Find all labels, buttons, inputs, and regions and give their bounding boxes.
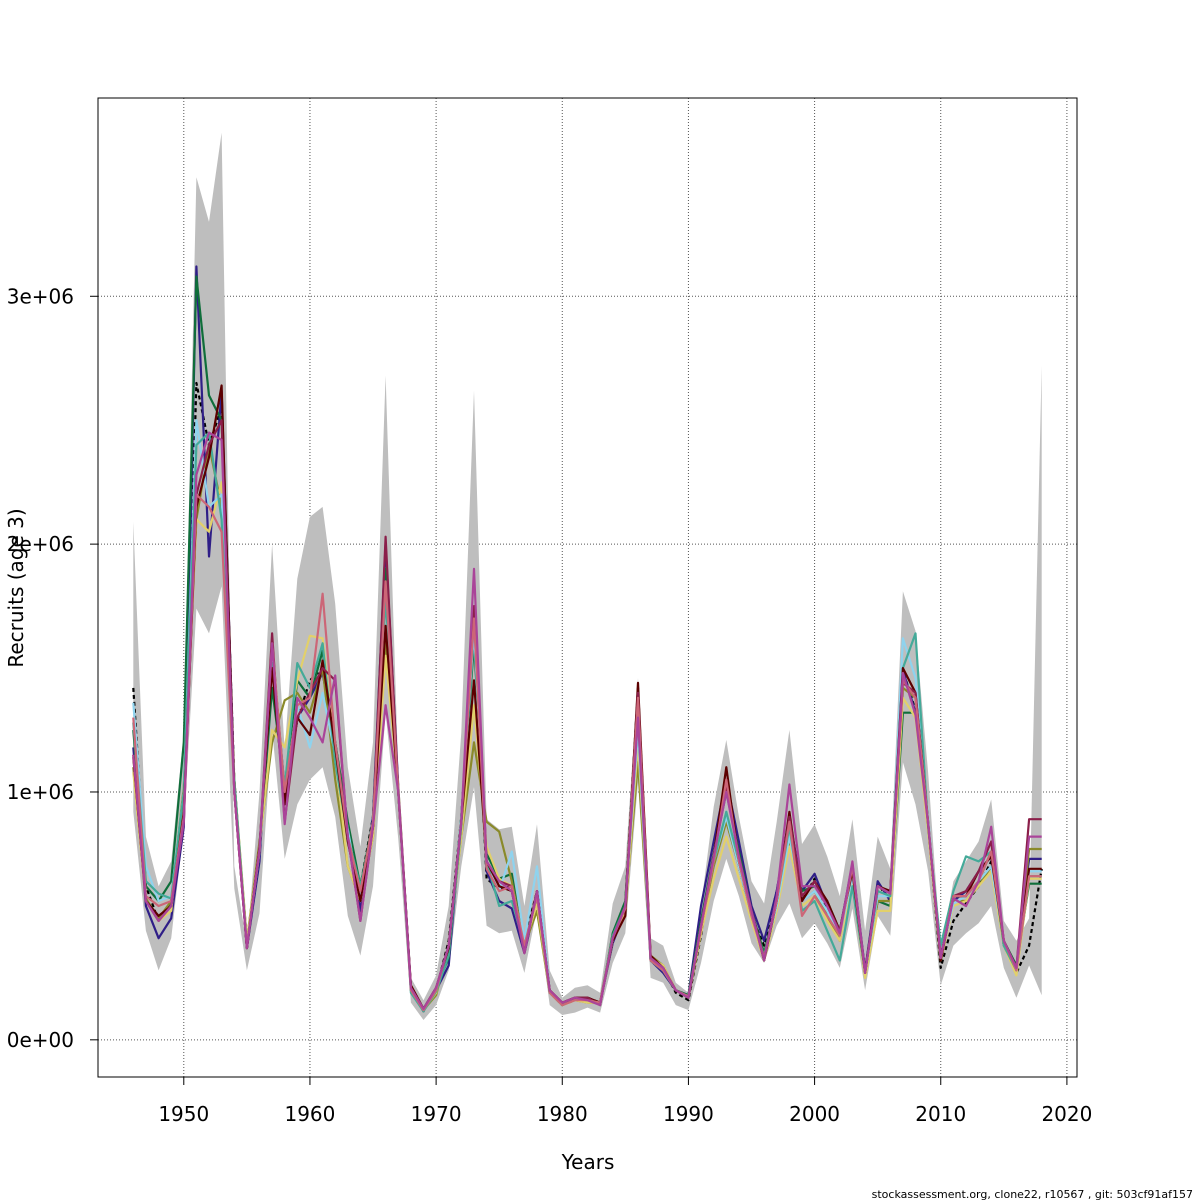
x-tick-label: 2020 — [1041, 1102, 1092, 1126]
confidence-band-area — [133, 132, 1042, 1020]
y-tick-label: 2e+06 — [7, 532, 74, 556]
series-lines — [132, 265, 1043, 1013]
footer-note: stockassessment.org, clone22, r10567 , g… — [872, 1188, 1193, 1200]
y-tick-label: 0e+00 — [7, 1028, 74, 1052]
x-axis: 1950 1960 1970 1980 1990 2000 2010 2020 — [158, 1077, 1092, 1126]
x-tick-label: 1950 — [158, 1102, 209, 1126]
x-axis-title: Years — [561, 1150, 615, 1174]
x-tick-label: 2000 — [789, 1102, 840, 1126]
series-line-11 — [132, 431, 1042, 1010]
x-tick-label: 1970 — [411, 1102, 462, 1126]
series-line-5 — [132, 481, 1042, 1012]
x-tick-label: 1960 — [284, 1102, 335, 1126]
plot-frame — [97, 97, 1078, 1078]
y-axis: 0e+00 1e+06 2e+06 3e+06 — [7, 284, 98, 1052]
x-tick-label: 1980 — [537, 1102, 588, 1126]
y-tick-label: 3e+06 — [7, 284, 74, 308]
x-tick-label: 1990 — [663, 1102, 714, 1126]
y-axis-title: Recruits (age 3) — [4, 508, 28, 667]
confidence-band — [133, 132, 1042, 1020]
y-tick-label: 1e+06 — [7, 780, 74, 804]
x-tick-label: 2010 — [915, 1102, 966, 1126]
